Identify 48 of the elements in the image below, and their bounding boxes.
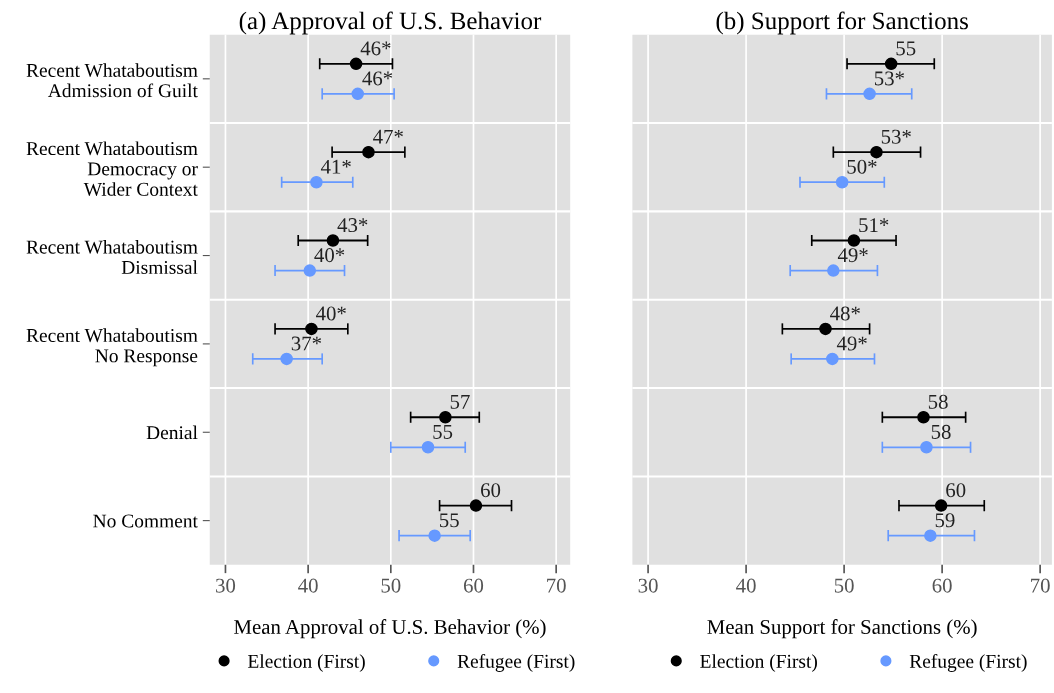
data-label: 53*	[881, 129, 911, 144]
x-axis-title: Mean Approval of U.S. Behavior (%)	[234, 619, 546, 639]
data-label: 55	[440, 513, 459, 528]
data-label: 55	[896, 41, 916, 56]
data-label: 60	[481, 483, 501, 498]
data-label: 37*	[291, 336, 322, 351]
data-label: 60	[946, 483, 966, 498]
legend-label: Refugee (First)	[457, 653, 575, 672]
data-label: 51*	[859, 218, 889, 233]
data-label: 55	[433, 425, 453, 439]
chart-title: (a) Approval of U.S. Behavior	[239, 11, 542, 35]
x-tick-label: 50	[834, 578, 854, 593]
x-axis-title: Mean Support for Sanctions (%)	[707, 619, 977, 639]
data-label: 57	[450, 394, 470, 409]
x-tick-label: 70	[1031, 578, 1050, 593]
data-label: 53*	[874, 71, 905, 86]
y-tick-label: Recent Whataboutism Admission of Guilt	[26, 63, 198, 98]
data-label: 40*	[314, 248, 345, 263]
chart-title: (b) Support for Sanctions	[716, 11, 968, 35]
legend-label: Election (First)	[247, 654, 365, 672]
y-tick-label: Recent Whataboutism Democracy or Wider Context	[26, 141, 198, 196]
y-tick-label: No Comment	[93, 514, 198, 528]
y-tick-label: Recent Whataboutism Dismissal	[26, 239, 198, 274]
y-tick-label: Recent Whataboutism No Response	[26, 328, 198, 367]
data-label: 58	[928, 394, 948, 409]
data-label: 43*	[337, 218, 368, 233]
data-label: 50*	[847, 159, 877, 174]
x-tick-label: 40	[736, 578, 756, 593]
data-label: 49*	[837, 248, 868, 263]
data-label: 47*	[373, 129, 403, 144]
x-tick-label: 60	[932, 578, 952, 593]
data-label: 58	[931, 424, 951, 439]
legend-label: Election (First)	[700, 654, 817, 672]
y-tick-label: Denial	[146, 425, 198, 440]
data-label: 46*	[360, 41, 391, 56]
data-label: 48*	[830, 306, 860, 321]
data-label: 46*	[362, 71, 393, 86]
x-tick-label: 60	[463, 578, 484, 593]
x-tick-label: 70	[547, 578, 566, 593]
x-tick-label: 40	[298, 578, 318, 593]
x-tick-label: 30	[638, 578, 658, 593]
data-label: 40*	[316, 306, 346, 321]
legend-label: Refugee (First)	[909, 653, 1027, 672]
data-label: 41*	[320, 159, 351, 174]
data-label: 49*	[836, 336, 867, 351]
data-label: 59	[935, 513, 955, 528]
x-tick-label: 30	[216, 578, 236, 593]
x-tick-label: 50	[381, 578, 401, 593]
